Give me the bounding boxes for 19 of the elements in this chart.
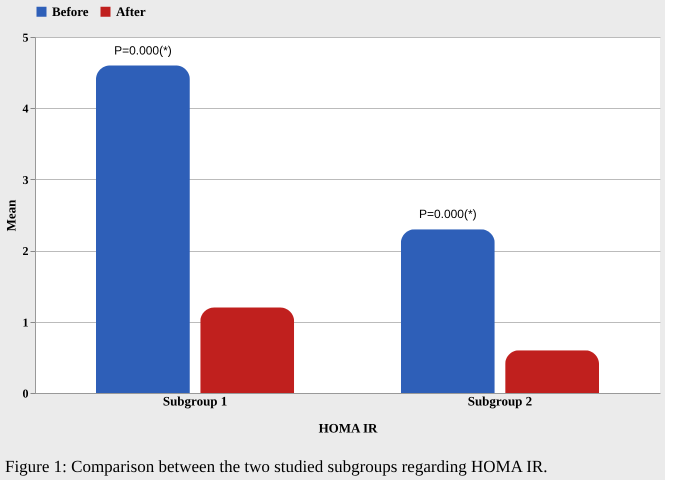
y-tick-label: 3: [22, 172, 28, 187]
y-tick-label: 4: [22, 102, 28, 116]
y-tick-label: 0: [22, 386, 28, 400]
legend-label: After: [116, 4, 146, 19]
x-axis-title: HOMA IR: [318, 420, 378, 436]
bar: [96, 65, 190, 393]
bar: [200, 308, 294, 393]
y-tick-label: 2: [22, 244, 28, 258]
x-tick-label: Subgroup 2: [468, 394, 532, 408]
y-tick-label: 1: [22, 315, 28, 330]
annotation: P=0.000(*): [114, 43, 172, 58]
bar: [505, 350, 600, 393]
x-tick-label: Subgroup 1: [162, 394, 228, 408]
bar: [400, 229, 495, 393]
legend-label: Before: [52, 4, 89, 19]
y-tick-label: 5: [22, 30, 28, 44]
annotation: P=0.000(*): [418, 207, 477, 222]
y-axis-title: Mean: [4, 198, 18, 232]
caption: Figure 1: Comparison between the two studied subgroups regarding HOMA IR.: [5, 457, 548, 476]
